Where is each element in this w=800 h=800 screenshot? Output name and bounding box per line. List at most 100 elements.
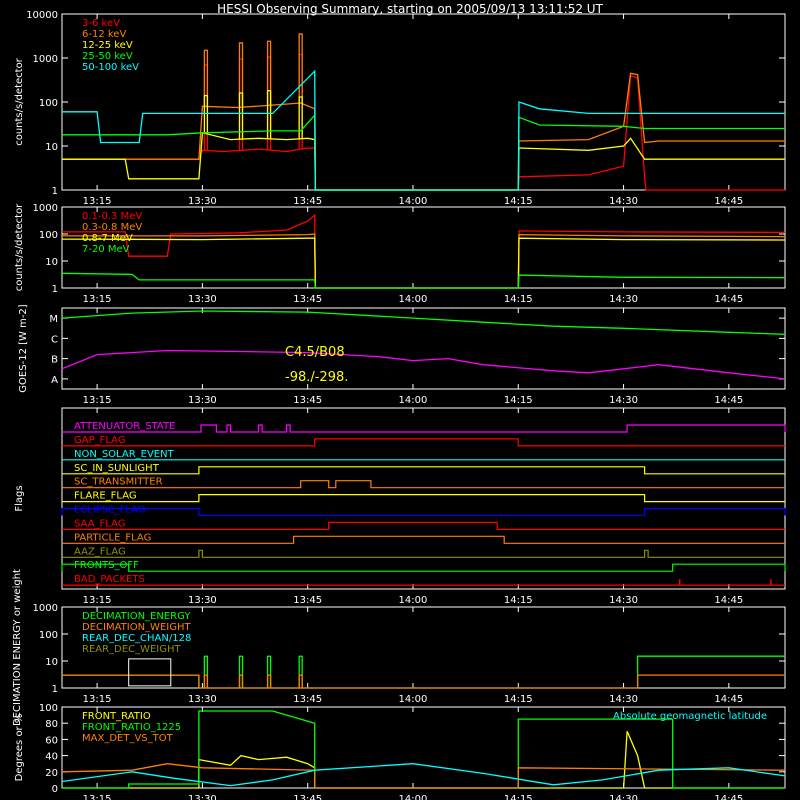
flag-label-1: GAP_FLAG <box>74 435 126 446</box>
flag-label-7: SAA_FLAG <box>74 518 125 529</box>
ratios-panel: 13:15 13:30 13:45 14:00 14:15 14:30 14:45 Degre… <box>14 703 786 800</box>
flag-line-7 <box>62 521 785 531</box>
decimation-series-0-spike <box>266 655 272 688</box>
ratios-y-tick-label: 40 <box>45 752 58 763</box>
ratios-legend-geolat: Absolute geomagnetic latitude <box>613 711 767 722</box>
ratios-y-tick-label: 60 <box>45 735 58 746</box>
ratios-x-tick-label: 14:45 <box>714 794 743 800</box>
low-energy-series-2-spike <box>238 92 244 140</box>
flags-x-tick-label: 14:00 <box>399 595 428 606</box>
flag-label-8: PARTICLE_FLAG <box>74 532 151 543</box>
low-energy-series-2-spike <box>203 94 209 134</box>
ratios-series-3 <box>61 763 786 787</box>
ratios-x-tick-label: 13:45 <box>293 794 322 800</box>
flag-line-4 <box>62 480 785 489</box>
flags-x-tick-label: 14:45 <box>714 595 743 606</box>
goes-y-tick-label: M <box>49 314 58 325</box>
goes-x-tick-label: 13:45 <box>293 395 322 406</box>
low-energy-series-2-spike <box>298 96 303 139</box>
flag-line-9 <box>62 549 785 558</box>
flag-line-0 <box>62 424 786 433</box>
decimation-series-1 <box>62 674 785 689</box>
goes-x-tick-label: 13:15 <box>83 395 112 406</box>
decimation-series-1-spike <box>203 674 209 688</box>
decimation-x-tick-label: 14:30 <box>609 694 638 705</box>
low-energy-legend-4: 50-100 keV <box>82 62 139 73</box>
goes-flare-annotation: C4.5/B08 <box>285 345 345 360</box>
low-energy-y-tick-label: 10000 <box>26 10 58 21</box>
flag-line-5 <box>62 494 785 503</box>
flag-label-3: SC_IN_SUNLIGHT <box>74 463 160 474</box>
ratios-y-tick-label: 80 <box>45 719 58 730</box>
high-energy-legend-1: 0.3-0.8 MeV <box>82 222 142 233</box>
flag-label-9: AAZ_FLAG <box>74 546 126 557</box>
flags-x-tick-label: 14:30 <box>609 595 638 606</box>
high-energy-legend-3: 7-20 MeV <box>82 244 130 255</box>
decimation-legend-1: DECIMATION_WEIGHT <box>82 622 191 633</box>
goes-frame <box>61 307 786 390</box>
decimation-series-1-spike <box>266 674 272 688</box>
high-energy-x-tick-label: 13:15 <box>83 294 112 305</box>
high-energy-y-tick-label: 100 <box>39 230 58 241</box>
decimation-x-tick-label: 14:00 <box>399 694 428 705</box>
figure-title: HESSI Observing Summary, starting on 200… <box>217 2 603 16</box>
ratios-series-0 <box>62 731 785 789</box>
goes-position-annotation: -98./-298. <box>285 370 348 385</box>
low-energy-y-label: counts/s/detector <box>14 57 25 145</box>
goes-y-tick-label: A <box>51 375 58 386</box>
goes-x-tick-label: 14:00 <box>399 395 428 406</box>
decimation-x-tick-label: 13:15 <box>83 694 112 705</box>
flags-x-tick-label: 14:15 <box>504 595 533 606</box>
high-energy-panel: 13:15 13:30 13:45 14:00 14:15 14:30 14:45 count… <box>14 203 786 305</box>
ratios-y-label: Degrees or % <box>14 714 25 782</box>
low-energy-legend-0: 3-6 keV <box>82 18 120 29</box>
flag-label-10: FRONTS_OFF <box>74 560 139 571</box>
goes-x-tick-label: 14:15 <box>504 395 533 406</box>
rear-decimation-box <box>128 658 172 687</box>
ratios-legend-0: FRONT_RATIO <box>82 711 151 722</box>
ratios-legend-1: FRONT_RATIO_1225 <box>82 722 181 733</box>
goes-series-0 <box>61 310 786 335</box>
high-energy-x-tick-label: 13:30 <box>188 294 217 305</box>
low-energy-legend-3: 25-50 keV <box>82 51 133 62</box>
low-energy-series-1-spike <box>203 49 209 107</box>
low-energy-x-tick-label: 14:45 <box>714 196 743 207</box>
goes-y-tick-label: B <box>51 355 58 366</box>
low-energy-series-4 <box>62 69 785 191</box>
decimation-series-0-spike <box>298 655 303 688</box>
high-energy-y-tick-label: 1000 <box>33 203 58 214</box>
flag-line-1 <box>62 438 785 447</box>
low-energy-x-tick-label: 14:15 <box>504 196 533 207</box>
flags-x-tick-label: 13:45 <box>293 595 322 606</box>
high-energy-x-tick-label: 14:30 <box>609 294 638 305</box>
flags-x-tick-label: 13:15 <box>83 595 112 606</box>
low-energy-series-1-spike <box>266 40 272 106</box>
low-energy-y-tick-label: 100 <box>39 98 58 109</box>
goes-series-1 <box>61 349 786 380</box>
flags-y-label: Flags <box>14 485 25 511</box>
goes-y-tick-label: C <box>51 334 58 345</box>
decimation-x-tick-label: 14:45 <box>714 694 743 705</box>
high-energy-x-tick-label: 14:45 <box>714 294 743 305</box>
high-energy-x-tick-label: 13:45 <box>293 294 322 305</box>
ratios-x-tick-label: 14:00 <box>399 794 428 800</box>
ratios-x-tick-label: 14:15 <box>504 794 533 800</box>
high-energy-y-label: counts/s/detector <box>14 203 25 291</box>
flag-label-6: ECLIPSE_FLAG <box>74 505 145 516</box>
low-energy-x-tick-label: 14:30 <box>609 196 638 207</box>
ratios-x-tick-label: 13:30 <box>188 794 217 800</box>
decimation-y-tick-label: 100 <box>39 630 58 641</box>
flag-label-2: NON_SOLAR_EVENT <box>74 449 175 460</box>
decimation-y-label: DECIMATION ENERGY or weight <box>12 569 23 726</box>
decimation-y-tick-label: 10 <box>45 657 58 668</box>
low-energy-legend-1: 6-12 keV <box>82 29 126 40</box>
flag-label-11: BAD_PACKETS <box>74 574 145 585</box>
decimation-panel: 13:15 13:30 13:45 14:00 14:15 14:30 14:45 DECIM… <box>12 569 786 726</box>
low-energy-panel: 13:15 13:30 13:45 14:00 14:15 14:30 14:45 count… <box>14 10 786 207</box>
low-energy-x-tick-label: 14:00 <box>399 196 428 207</box>
decimation-x-tick-label: 13:45 <box>293 694 322 705</box>
goes-x-tick-label: 14:30 <box>609 395 638 406</box>
goes-x-tick-label: 14:45 <box>714 395 743 406</box>
